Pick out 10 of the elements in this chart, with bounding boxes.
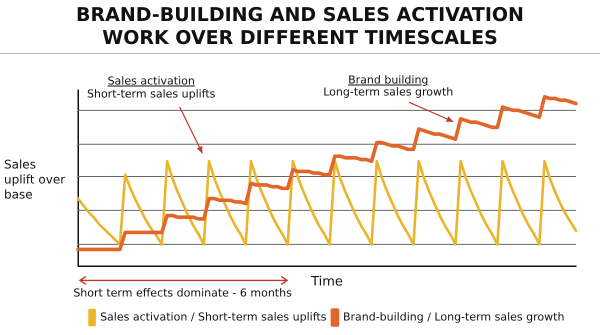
y-axis-title: Sales uplift over base [4, 157, 66, 202]
annotation: Long-term sales growth [323, 86, 454, 99]
legend-label: Brand-building / Long-term sales growth [342, 310, 564, 324]
legend-label: Sales activation / Short-term sales uplifts [100, 310, 327, 324]
chart-title: BRAND-BUILDING AND SALES ACTIVATION WORK OVER DIFFERENT TIMESCALES [75, 4, 525, 50]
text: Sales activation [108, 74, 195, 88]
annotation: Short-term sales uplifts [86, 87, 216, 100]
x-axis-title: Time [310, 274, 343, 290]
text: Brand building [348, 74, 428, 87]
text: Short term effects dominate - 6 months [73, 286, 292, 300]
